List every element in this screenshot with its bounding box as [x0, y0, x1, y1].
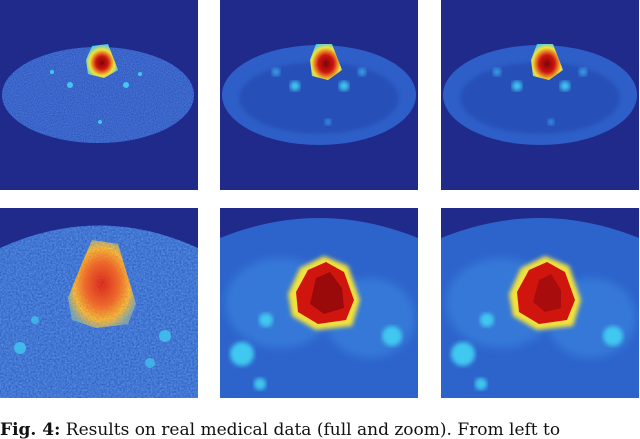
tumor-hotspot: [86, 44, 118, 78]
pet-scan-full-noisy: [0, 0, 198, 190]
zoom-image-noisy: [0, 208, 198, 398]
caption-text: Results on real medical data (full and z…: [60, 420, 561, 439]
noise-texture: [2, 47, 194, 143]
full-image-smooth-b: [441, 0, 639, 190]
tumor-hotspot: [310, 44, 342, 80]
pet-scan-zoom-smooth-b: [441, 208, 639, 398]
caption-label: Fig. 4:: [0, 420, 61, 439]
full-image-smooth-a: [220, 0, 418, 190]
full-image-noisy: [0, 0, 198, 190]
tumor-hotspot: [531, 44, 563, 80]
figure-caption: Fig. 4: Results on real medical data (fu…: [0, 418, 640, 439]
pet-scan-zoom-noisy: [0, 208, 198, 398]
pet-scan-full-smooth-a: [220, 0, 418, 190]
pet-scan-full-smooth-b: [441, 0, 639, 190]
zoom-image-smooth-a: [220, 208, 418, 398]
zoom-image-smooth-b: [441, 208, 639, 398]
pet-scan-zoom-smooth-a: [220, 208, 418, 398]
